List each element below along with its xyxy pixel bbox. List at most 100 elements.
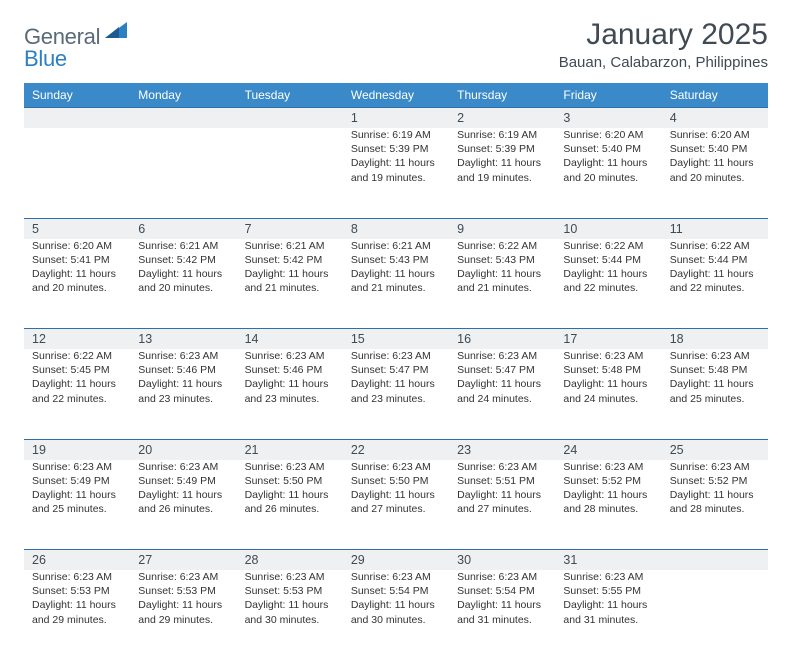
daylight-line2: and 25 minutes.: [32, 502, 122, 516]
day-cell: Sunrise: 6:23 AMSunset: 5:52 PMDaylight:…: [662, 460, 768, 550]
daylight-line: Daylight: 11 hours: [32, 598, 122, 612]
day-cell: Sunrise: 6:23 AMSunset: 5:51 PMDaylight:…: [449, 460, 555, 550]
sunset-line: Sunset: 5:53 PM: [138, 584, 228, 598]
day-cell: Sunrise: 6:20 AMSunset: 5:41 PMDaylight:…: [24, 239, 130, 329]
sunset-line: Sunset: 5:49 PM: [138, 474, 228, 488]
day-cell: Sunrise: 6:20 AMSunset: 5:40 PMDaylight:…: [662, 128, 768, 218]
daylight-line: Daylight: 11 hours: [670, 156, 760, 170]
daylight-line: Daylight: 11 hours: [457, 598, 547, 612]
daylight-line: Daylight: 11 hours: [563, 156, 653, 170]
sunrise-line: Sunrise: 6:23 AM: [351, 460, 441, 474]
empty-cell: [662, 570, 768, 660]
daylight-line2: and 20 minutes.: [563, 171, 653, 185]
sunrise-line: Sunrise: 6:23 AM: [351, 570, 441, 584]
day-number: 4: [662, 108, 768, 129]
day-number: 24: [555, 439, 661, 460]
day-cell: Sunrise: 6:19 AMSunset: 5:39 PMDaylight:…: [449, 128, 555, 218]
daylight-line: Daylight: 11 hours: [563, 377, 653, 391]
empty-cell: [237, 128, 343, 218]
brand-part2-wrap: Blue: [24, 46, 67, 72]
daynum-row: 567891011: [24, 218, 768, 239]
sunrise-line: Sunrise: 6:22 AM: [563, 239, 653, 253]
day-number: 20: [130, 439, 236, 460]
day-cell: Sunrise: 6:23 AMSunset: 5:50 PMDaylight:…: [343, 460, 449, 550]
daylight-line2: and 27 minutes.: [351, 502, 441, 516]
day-number: 27: [130, 550, 236, 571]
sunrise-line: Sunrise: 6:20 AM: [670, 128, 760, 142]
day-cell: Sunrise: 6:23 AMSunset: 5:49 PMDaylight:…: [130, 460, 236, 550]
sunrise-line: Sunrise: 6:23 AM: [563, 460, 653, 474]
day-cell: Sunrise: 6:21 AMSunset: 5:42 PMDaylight:…: [130, 239, 236, 329]
sunset-line: Sunset: 5:40 PM: [670, 142, 760, 156]
sunrise-line: Sunrise: 6:22 AM: [32, 349, 122, 363]
daylight-line2: and 19 minutes.: [457, 171, 547, 185]
sunrise-line: Sunrise: 6:23 AM: [245, 570, 335, 584]
empty-daynum: [130, 108, 236, 129]
sunrise-line: Sunrise: 6:23 AM: [245, 460, 335, 474]
sunset-line: Sunset: 5:47 PM: [351, 363, 441, 377]
daylight-line2: and 20 minutes.: [32, 281, 122, 295]
daylight-line2: and 23 minutes.: [138, 392, 228, 406]
day-number: 13: [130, 329, 236, 350]
daylight-line: Daylight: 11 hours: [351, 156, 441, 170]
day-number: 23: [449, 439, 555, 460]
daylight-line: Daylight: 11 hours: [457, 267, 547, 281]
sunrise-line: Sunrise: 6:23 AM: [138, 349, 228, 363]
daylight-line2: and 28 minutes.: [670, 502, 760, 516]
location: Bauan, Calabarzon, Philippines: [559, 54, 768, 71]
sunrise-line: Sunrise: 6:23 AM: [563, 570, 653, 584]
day-cell: Sunrise: 6:22 AMSunset: 5:44 PMDaylight:…: [555, 239, 661, 329]
daylight-line: Daylight: 11 hours: [563, 267, 653, 281]
daylight-line2: and 26 minutes.: [138, 502, 228, 516]
daylight-line2: and 29 minutes.: [138, 613, 228, 627]
daylight-line: Daylight: 11 hours: [245, 598, 335, 612]
day-cell: Sunrise: 6:23 AMSunset: 5:50 PMDaylight:…: [237, 460, 343, 550]
detail-row: Sunrise: 6:22 AMSunset: 5:45 PM Daylight:…: [24, 349, 768, 439]
sunrise-line: Sunrise: 6:23 AM: [138, 460, 228, 474]
daylight-line: Daylight: 11 hours: [670, 267, 760, 281]
weekday-header: Saturday: [662, 83, 768, 108]
sunset-line: Sunset: 5:40 PM: [563, 142, 653, 156]
sunset-line: Sunset: 5:52 PM: [563, 474, 653, 488]
sunset-line: Sunset: 5:54 PM: [457, 584, 547, 598]
daylight-line: Daylight: 11 hours: [351, 377, 441, 391]
sunrise-line: Sunrise: 6:23 AM: [563, 349, 653, 363]
daylight-line2: and 27 minutes.: [457, 502, 547, 516]
title-block: January 2025 Bauan, Calabarzon, Philippi…: [559, 18, 768, 71]
daynum-row: 19202122232425: [24, 439, 768, 460]
day-number: 2: [449, 108, 555, 129]
sunset-line: Sunset: 5:43 PM: [457, 253, 547, 267]
sunset-line: Sunset: 5:45 PM: [32, 363, 122, 377]
day-cell: Sunrise: 6:23 AMSunset: 5:46 PMDaylight:…: [130, 349, 236, 439]
day-cell: Sunrise: 6:23 AMSunset: 5:47 PMDaylight:…: [449, 349, 555, 439]
sunset-line: Sunset: 5:50 PM: [351, 474, 441, 488]
daylight-line: Daylight: 11 hours: [138, 488, 228, 502]
day-number: 31: [555, 550, 661, 571]
sunrise-line: Sunrise: 6:23 AM: [32, 570, 122, 584]
day-cell: Sunrise: 6:23 AMSunset: 5:47 PMDaylight:…: [343, 349, 449, 439]
sunrise-line: Sunrise: 6:23 AM: [670, 349, 760, 363]
sunset-line: Sunset: 5:50 PM: [245, 474, 335, 488]
daylight-line2: and 22 minutes.: [670, 281, 760, 295]
sunrise-line: Sunrise: 6:23 AM: [245, 349, 335, 363]
daylight-line: Daylight: 11 hours: [32, 267, 122, 281]
detail-row: Sunrise: 6:23 AM Sunset: 5:53 PM Daylight:…: [24, 570, 768, 660]
empty-cell: [130, 128, 236, 218]
daylight-line: Daylight: 11 hours: [245, 267, 335, 281]
day-number: 21: [237, 439, 343, 460]
day-number: 3: [555, 108, 661, 129]
daylight-line2: and 31 minutes.: [563, 613, 653, 627]
day-cell: Sunrise: 6:21 AMSunset: 5:42 PMDaylight:…: [237, 239, 343, 329]
daylight-line: Daylight: 11 hours: [32, 488, 122, 502]
sunset-line: Sunset: 5:39 PM: [351, 142, 441, 156]
daylight-line2: and 28 minutes.: [563, 502, 653, 516]
day-number: 25: [662, 439, 768, 460]
day-cell: Sunrise: 6:22 AMSunset: 5:43 PMDaylight:…: [449, 239, 555, 329]
daylight-line: Daylight: 11 hours: [457, 156, 547, 170]
daylight-line2: and 20 minutes.: [670, 171, 760, 185]
day-cell: Sunrise: 6:23 AMSunset: 5:48 PMDaylight:…: [662, 349, 768, 439]
sunset-line: Sunset: 5:48 PM: [670, 363, 760, 377]
sunrise-line: Sunrise: 6:22 AM: [670, 239, 760, 253]
daylight-line: Daylight: 11 hours: [351, 267, 441, 281]
day-cell: Sunrise: 6:19 AMSunset: 5:39 PMDaylight:…: [343, 128, 449, 218]
